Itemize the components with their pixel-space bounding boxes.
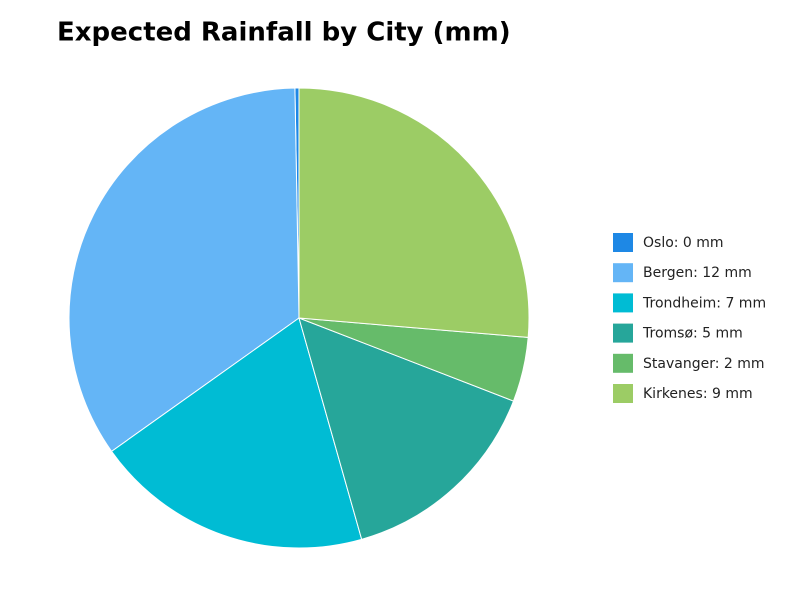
legend-swatch [613, 293, 633, 313]
legend-swatch [613, 233, 633, 252]
pie-slice [110, 317, 363, 549]
legend-label: Bergen: 12 mm [643, 265, 752, 281]
legend-swatch [613, 353, 633, 373]
legend-swatch [613, 384, 633, 403]
legend-swatch [613, 323, 633, 343]
pie-slice [68, 87, 300, 453]
chart-title: Expected Rainfall by City (mm) [57, 18, 511, 48]
legend-label: Stavanger: 2 mm [643, 356, 765, 372]
pie-slice [298, 87, 530, 338]
legend-label: Trondheim: 7 mm [642, 295, 766, 311]
legend-label: Tromsø: 5 mm [642, 326, 743, 342]
legend-label: Oslo: 0 mm [643, 235, 724, 251]
legend-swatch [613, 263, 633, 283]
pie-slice [298, 317, 515, 540]
legend-label: Kirkenes: 9 mm [643, 386, 753, 402]
